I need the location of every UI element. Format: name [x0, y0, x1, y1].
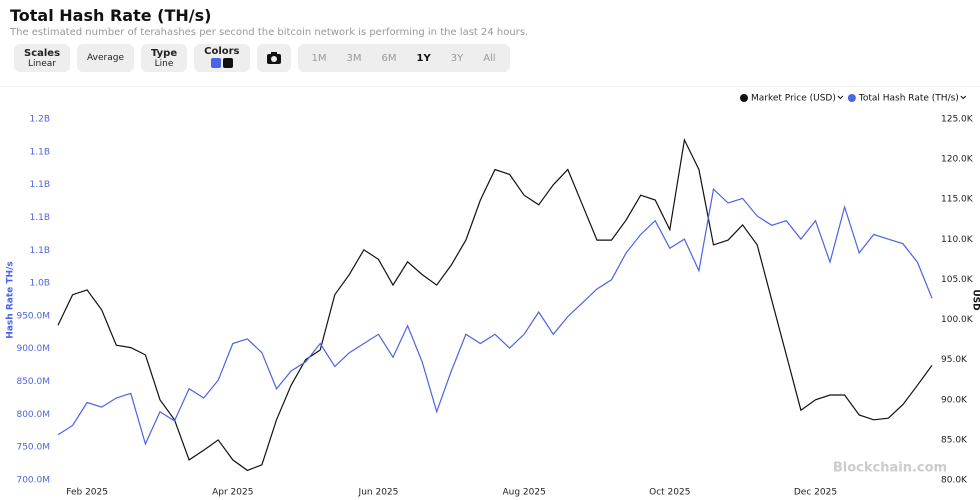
colors-label: Colors — [204, 45, 240, 57]
y-axis-label: Hash Rate TH/s — [6, 261, 16, 338]
type-value: Line — [154, 58, 174, 69]
legend-chevron — [960, 95, 967, 100]
range-selector: 1M 3M 6M 1Y 3Y All — [297, 44, 510, 72]
subtitle: The estimated number of terahashes per s… — [10, 27, 529, 38]
y-tick-label: 750.0M — [16, 443, 50, 453]
y-tick-label: 1.1B — [30, 147, 51, 157]
x-tick-label: Dec 2025 — [794, 488, 837, 498]
y-tick-label: 700.0M — [16, 476, 50, 486]
y-tick-label: 950.0M — [16, 311, 50, 321]
range-button[interactable]: 3Y — [450, 52, 464, 64]
range-button[interactable]: All — [483, 52, 496, 64]
y-tick-label: 1.1B — [30, 246, 51, 256]
range-button[interactable]: 6M — [381, 52, 397, 64]
title: Total Hash Rate (TH/s) — [10, 6, 212, 25]
range-button[interactable]: 1M — [311, 52, 327, 64]
camera-button[interactable] — [256, 44, 291, 72]
legend-label: Total Hash Rate (TH/s) — [858, 94, 959, 104]
x-tick-label: Aug 2025 — [502, 488, 545, 498]
y2-tick-label: 85.0K — [941, 435, 968, 445]
x-tick-label: Feb 2025 — [66, 488, 108, 498]
y-tick-label: 1.0B — [30, 279, 51, 289]
legend-chevron — [837, 95, 844, 100]
y-tick-label: 800.0M — [16, 410, 50, 420]
scales-button[interactable]: Scales Linear — [14, 44, 71, 72]
divider — [0, 86, 980, 87]
x-tick-label: Oct 2025 — [649, 488, 690, 498]
range-button[interactable]: 1Y — [416, 52, 431, 64]
range-button[interactable]: 3M — [346, 52, 362, 64]
y2-tick-label: 95.0K — [941, 355, 968, 365]
type-button[interactable]: Type Line — [141, 44, 188, 72]
watermark: Blockchain.com — [833, 461, 947, 476]
y-tick-label: 1.1B — [30, 180, 51, 190]
y2-tick-label: 125.0K — [941, 115, 974, 125]
legend-label: Market Price (USD) — [751, 94, 836, 104]
line — [57, 137, 933, 472]
toolbar: Scales Linear Average Type Line Colors 1M 3… — [14, 44, 510, 72]
y-tick-label: 900.0M — [16, 344, 50, 354]
line — [57, 188, 933, 446]
x-tick-label: Apr 2025 — [212, 488, 253, 498]
y2-axis-label: USD — [971, 289, 980, 310]
colors-button[interactable]: Colors — [194, 44, 250, 72]
y2-tick-label: 115.0K — [941, 195, 974, 205]
swatches — [210, 57, 234, 71]
scales-value: Linear — [28, 58, 57, 69]
swatch — [222, 57, 233, 68]
camera-icon — [266, 52, 281, 64]
y2-tick-label: 90.0K — [941, 395, 968, 405]
y-tick-label: 850.0M — [16, 377, 50, 387]
type-label: Type — [151, 47, 178, 59]
legend-marker — [740, 94, 748, 102]
x-tick-label: Jun 2025 — [358, 488, 399, 498]
y2-tick-label: 105.0K — [941, 275, 974, 285]
y2-tick-label: 80.0K — [941, 476, 968, 486]
legend-marker — [847, 94, 856, 102]
swatch — [210, 57, 221, 68]
scales-label: Scales — [24, 47, 61, 59]
y2-tick-label: 110.0K — [941, 235, 974, 245]
average-button[interactable]: Average — [77, 44, 135, 72]
average-label: Average — [87, 53, 125, 63]
y-tick-label: 1.1B — [30, 213, 51, 223]
y2-tick-label: 120.0K — [941, 155, 974, 165]
y2-tick-label: 100.0K — [941, 315, 974, 325]
y-tick-label: 1.2B — [30, 115, 51, 125]
